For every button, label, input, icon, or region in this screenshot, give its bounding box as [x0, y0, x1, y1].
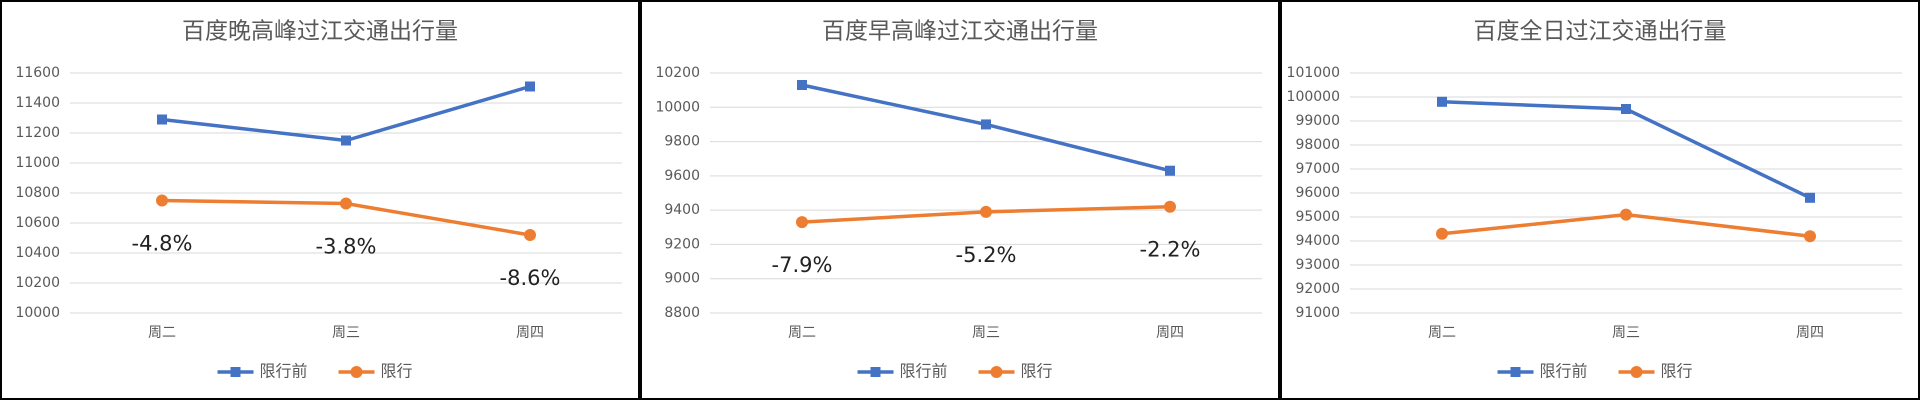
marker — [1436, 227, 1448, 240]
marker — [1164, 200, 1176, 213]
marker — [350, 366, 363, 378]
x-tick-label: 周四 — [1156, 325, 1184, 341]
y-tick-label: 99000 — [1295, 113, 1340, 129]
y-tick-label: 10200 — [655, 65, 700, 81]
x-tick-label: 周四 — [1796, 325, 1824, 341]
marker — [797, 80, 807, 90]
y-tick-label: 10000 — [15, 305, 60, 321]
y-tick-label: 10400 — [15, 245, 60, 261]
marker — [341, 135, 351, 146]
y-tick-label: 101000 — [1287, 65, 1340, 81]
annotation: -4.8% — [132, 232, 193, 256]
annotation: -8.6% — [500, 266, 561, 290]
x-tick-label: 周二 — [1428, 325, 1456, 341]
y-tick-label: 10800 — [15, 185, 60, 201]
marker — [1165, 165, 1175, 176]
chart: 百度早高峰过江交通出行量 8800 9000 9200 9400 9600 9800 1000… — [640, 0, 1280, 400]
marker — [1805, 192, 1815, 203]
marker — [870, 367, 881, 377]
x-tick-label: 周二 — [148, 325, 176, 341]
legend-label: 限行 — [1661, 362, 1693, 381]
x-tick-label: 周三 — [972, 325, 1000, 341]
marker — [981, 119, 991, 130]
annotation: -7.9% — [772, 253, 833, 277]
marker — [1630, 366, 1643, 378]
y-tick-label: 9600 — [664, 168, 700, 184]
marker — [1510, 367, 1521, 377]
marker — [1437, 96, 1447, 107]
marker — [524, 229, 536, 241]
marker — [980, 205, 992, 218]
legend-label: 限行 — [1021, 362, 1053, 381]
y-tick-label: 95000 — [1295, 209, 1340, 225]
marker — [796, 216, 808, 229]
marker — [525, 81, 535, 92]
annotation: -5.2% — [956, 243, 1017, 267]
marker — [157, 114, 167, 125]
panel-frame — [640, 0, 1280, 400]
x-tick-label: 周三 — [1612, 325, 1640, 341]
y-tick-label: 11200 — [15, 125, 60, 141]
x-tick-label: 周二 — [788, 325, 816, 341]
x-tick-label: 周四 — [516, 325, 544, 341]
y-tick-label: 9000 — [664, 271, 700, 287]
y-tick-label: 94000 — [1295, 233, 1340, 249]
legend-label: 限行前 — [900, 362, 948, 381]
marker — [340, 197, 352, 210]
legend-label: 限行前 — [260, 362, 308, 381]
panel-frame — [0, 0, 640, 400]
marker — [156, 194, 168, 207]
y-tick-label: 93000 — [1295, 257, 1340, 273]
chart-title: 百度晚高峰过江交通出行量 — [182, 19, 458, 45]
chart: 百度晚高峰过江交通出行量 10000 10200 10400 10600 10800 110… — [0, 0, 640, 400]
y-tick-label: 10200 — [15, 275, 60, 291]
y-tick-label: 91000 — [1295, 305, 1340, 321]
x-tick-label: 周三 — [332, 325, 360, 341]
chart-title: 百度全日过江交通出行量 — [1474, 19, 1727, 45]
y-tick-label: 97000 — [1295, 161, 1340, 177]
y-tick-label: 11400 — [15, 95, 60, 111]
legend-label: 限行 — [381, 362, 413, 381]
chart: 百度全日过江交通出行量 91000 92000 93000 94000 95000 9600… — [1280, 0, 1920, 400]
y-tick-label: 92000 — [1295, 281, 1340, 297]
annotation: -2.2% — [1140, 238, 1201, 262]
legend-label: 限行前 — [1540, 362, 1588, 381]
y-tick-label: 11000 — [15, 155, 60, 171]
y-tick-label: 100000 — [1287, 89, 1340, 105]
y-tick-label: 10000 — [655, 99, 700, 115]
y-tick-label: 96000 — [1295, 185, 1340, 201]
y-tick-label: 9800 — [664, 134, 700, 150]
y-tick-label: 98000 — [1295, 137, 1340, 153]
y-tick-label: 11600 — [15, 65, 60, 81]
y-tick-label: 9400 — [664, 202, 700, 218]
annotation: -3.8% — [316, 235, 377, 259]
marker — [230, 367, 241, 377]
y-tick-label: 8800 — [664, 305, 700, 321]
y-tick-label: 9200 — [664, 236, 700, 252]
marker — [1620, 208, 1632, 221]
y-tick-label: 10600 — [15, 215, 60, 231]
marker — [990, 366, 1003, 378]
marker — [1621, 104, 1631, 114]
chart-title: 百度早高峰过江交通出行量 — [822, 19, 1098, 45]
marker — [1804, 230, 1816, 243]
